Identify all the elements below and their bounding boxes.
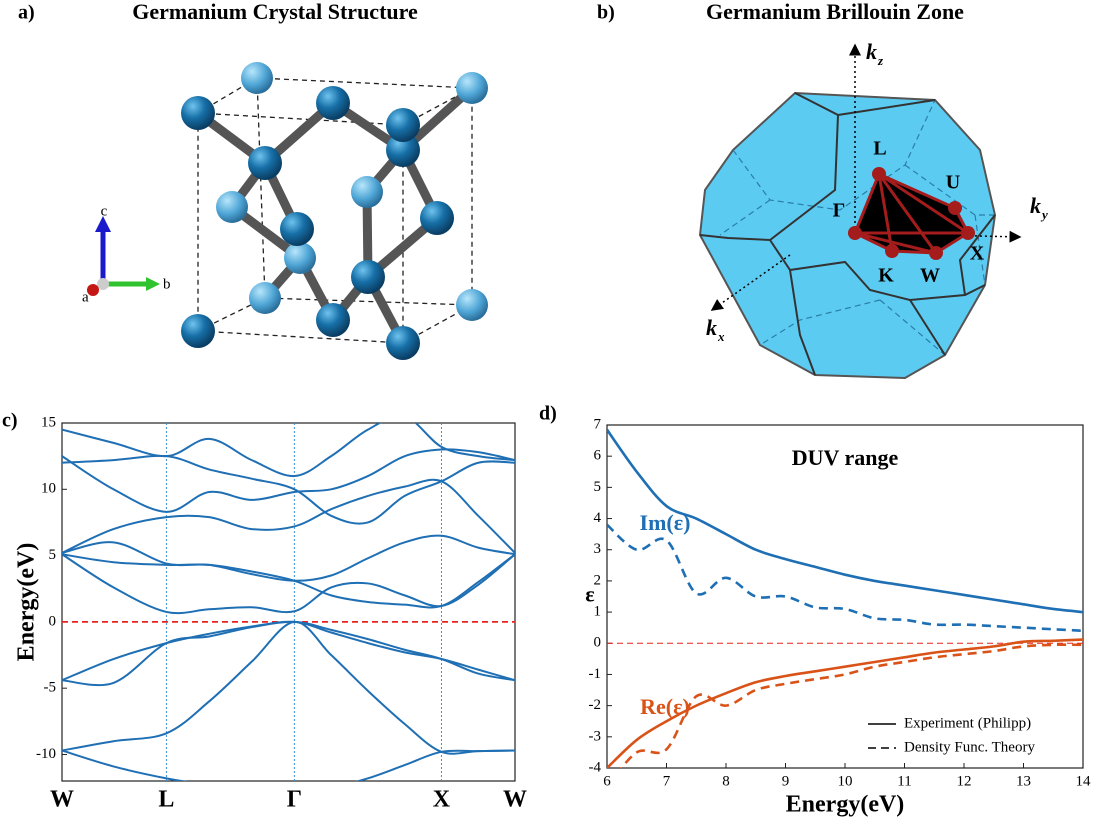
figure: a) Germanium Crystal Structure a b c b) … <box>0 0 1095 826</box>
y-axis-label: ε <box>585 582 594 607</box>
x-tick-label: 13 <box>1016 773 1031 789</box>
annotation: DUV range <box>792 445 899 470</box>
point-label: K <box>878 265 894 287</box>
x-tick-label: 10 <box>838 773 853 789</box>
x-tick-label: 6 <box>603 773 611 789</box>
crystal-illustration <box>87 62 488 360</box>
y-tick-label: 3 <box>594 541 602 557</box>
y-tick-label: 6 <box>594 448 602 464</box>
y-axis-label: Energy(eV) <box>14 543 40 662</box>
x-tick-label: 14 <box>1076 773 1092 789</box>
plot-area <box>62 423 515 781</box>
x-tick-label: L <box>158 787 174 813</box>
y-tick-label: 15 <box>41 414 56 430</box>
y-tick-label: -2 <box>589 697 602 713</box>
legend-label: Experiment (Philipp) <box>904 715 1031 731</box>
y-tick-label: 7 <box>594 416 602 432</box>
panel-label: c) <box>2 410 18 432</box>
axis-label: k <box>706 315 717 340</box>
x-axis-label: Energy(eV) <box>786 792 905 818</box>
y-tick-label: -1 <box>589 666 602 682</box>
point-label: L <box>873 138 886 160</box>
y-tick-label: 0 <box>594 635 602 651</box>
legend-label: Density Func. Theory <box>904 739 1035 755</box>
x-tick-label: 8 <box>722 773 730 789</box>
axis-label: k <box>866 39 877 64</box>
y-tick-label: -4 <box>589 759 602 775</box>
point-label: X <box>970 243 985 265</box>
panel-title: Germanium Brillouin Zone <box>706 0 964 24</box>
y-tick-label: 5 <box>49 547 57 563</box>
y-tick-label: -5 <box>44 680 57 696</box>
x-tick-label: Γ <box>287 787 302 813</box>
x-tick-label: 12 <box>957 773 972 789</box>
axis-label-sub: y <box>1040 207 1048 222</box>
x-tick-label: W <box>503 787 527 813</box>
x-tick-label: 7 <box>663 773 671 789</box>
x-tick-label: 9 <box>782 773 790 789</box>
y-tick-label: 10 <box>41 481 56 497</box>
y-tick-label: -3 <box>589 728 602 744</box>
annotation: Re(ε) <box>640 694 690 719</box>
y-tick-label: -10 <box>36 746 56 762</box>
panel-label: d) <box>539 403 557 425</box>
axis-label: k <box>1030 193 1041 218</box>
axis-label: b <box>163 276 171 292</box>
point-label: Γ <box>833 200 846 222</box>
y-tick-label: 5 <box>594 479 602 495</box>
point-label: W <box>920 265 940 287</box>
x-tick-label: 11 <box>897 773 911 789</box>
point-label: U <box>946 172 960 194</box>
axis-label: c <box>101 203 108 219</box>
brillouin-zone-illustration <box>700 45 1020 378</box>
x-tick-label: W <box>50 787 74 813</box>
axis-label-sub: x <box>717 329 725 344</box>
y-tick-label: 4 <box>594 510 602 526</box>
panel-label: a) <box>18 2 35 24</box>
y-tick-label: 0 <box>49 613 57 629</box>
annotation: Im(ε) <box>640 510 691 535</box>
panel-label: b) <box>597 2 615 24</box>
panel-title: Germanium Crystal Structure <box>132 0 418 24</box>
x-tick-label: X <box>433 787 451 813</box>
axis-label: a <box>82 289 89 305</box>
axis-label-sub: z <box>877 53 884 68</box>
